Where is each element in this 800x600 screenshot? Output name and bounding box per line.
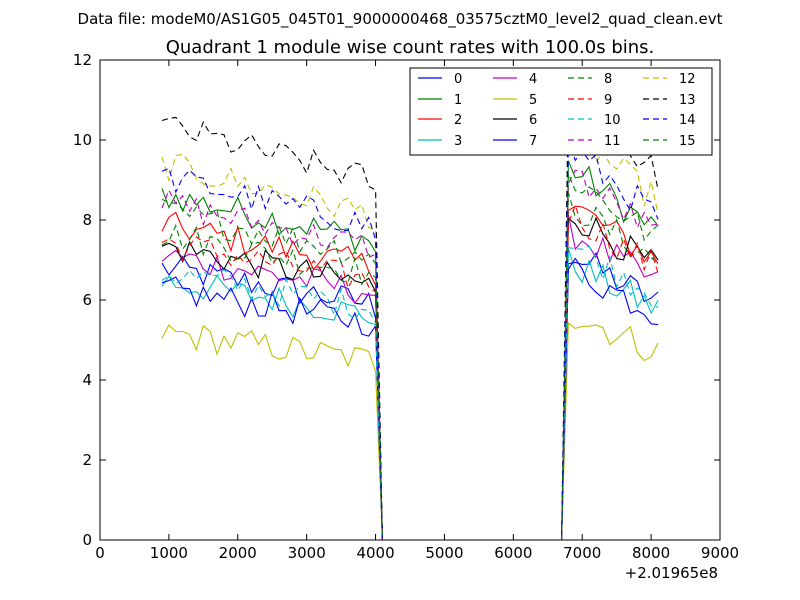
y-tick-label-6: 12 (73, 51, 92, 69)
x-tick-label-8: 8000 (632, 544, 670, 562)
y-tick-label-1: 2 (82, 451, 92, 469)
series-line-5 (161, 322, 659, 541)
chart-suptitle: Data file: modeM0/AS1G05_045T01_90000004… (78, 10, 723, 29)
series-line-10 (161, 245, 659, 541)
series-line-0 (161, 251, 659, 541)
x-tick-label-1: 1000 (150, 544, 188, 562)
series-line-15 (161, 173, 659, 541)
series-line-13 (161, 89, 659, 541)
y-tick-label-3: 6 (82, 291, 92, 309)
y-tick-label-4: 8 (82, 211, 92, 229)
legend-label-14: 14 (679, 113, 696, 128)
x-tick-label-6: 6000 (494, 544, 532, 562)
legend-label-9: 9 (604, 93, 612, 108)
series-layer (161, 89, 659, 541)
x-tick-label-3: 3000 (288, 544, 326, 562)
legend-label-11: 11 (604, 134, 621, 149)
y-tick-label-2: 4 (82, 371, 92, 389)
chart-title: Quadrant 1 module wise count rates with … (166, 37, 655, 58)
series-line-3 (161, 248, 659, 541)
x-tick-label-5: 5000 (425, 544, 463, 562)
series-line-6 (161, 216, 659, 541)
x-tick-label-2: 2000 (219, 544, 257, 562)
x-axis-ticks: 0 1000 2000 3000 4000 5000 6000 7000 8000 9000 (95, 60, 739, 562)
legend-label-13: 13 (679, 93, 696, 108)
x-tick-label-0: 0 (95, 544, 105, 562)
x-tick-label-7: 7000 (563, 544, 601, 562)
legend-label-3: 3 (454, 134, 462, 149)
series-line-9 (161, 203, 659, 541)
series-line-1 (161, 160, 659, 541)
legend-label-8: 8 (604, 72, 612, 87)
x-tick-label-4: 4000 (356, 544, 394, 562)
legend-label-5: 5 (529, 93, 537, 108)
x-tick-label-9: 9000 (701, 544, 739, 562)
legend-label-12: 12 (679, 72, 696, 87)
series-line-11 (161, 169, 659, 541)
legend-label-6: 6 (529, 113, 537, 128)
legend-label-15: 15 (679, 134, 696, 149)
series-line-7 (161, 257, 659, 541)
x-offset-label: +2.01965e8 (625, 564, 718, 582)
legend-label-4: 4 (529, 72, 537, 87)
y-tick-label-5: 10 (73, 131, 92, 149)
legend-label-1: 1 (454, 93, 462, 108)
legend-label-2: 2 (454, 113, 462, 128)
y-tick-label-0: 0 (82, 531, 92, 549)
legend-box (409, 67, 713, 156)
legend-label-7: 7 (529, 134, 537, 149)
legend-label-0: 0 (454, 72, 462, 87)
legend-label-10: 10 (604, 113, 621, 128)
